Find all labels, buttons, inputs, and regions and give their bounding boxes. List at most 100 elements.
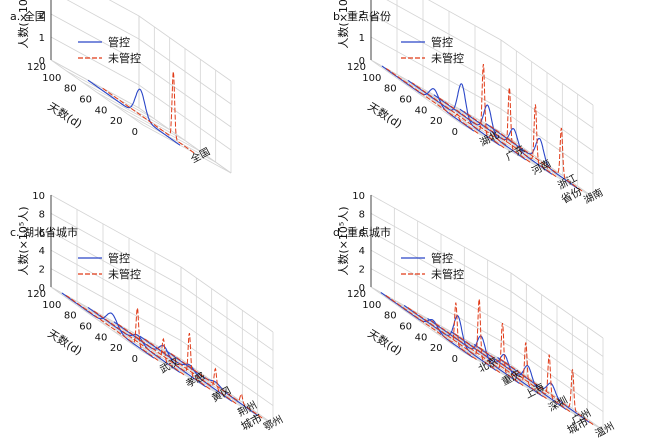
grid-cat-floor <box>50 59 144 126</box>
panel-d <box>370 194 604 431</box>
z-tick-label: 8 <box>39 209 45 220</box>
legend-label-controlled: 管控 <box>108 251 130 265</box>
z-tick-label: 6 <box>359 228 365 239</box>
series-line-uncontrolled <box>143 338 237 405</box>
grid-day-floor <box>142 124 232 174</box>
day-tick-label: 80 <box>384 84 397 95</box>
legend-label-controlled: 管控 <box>431 35 453 49</box>
grid-cat-floor <box>417 312 510 379</box>
grid-cat-floor <box>138 107 232 174</box>
grid-cat-floor <box>422 88 516 155</box>
z-tick-label: 4 <box>359 246 365 257</box>
series-line-uncontrolled <box>65 294 159 361</box>
z-tick-label: 2 <box>39 265 45 276</box>
series-line-uncontrolled <box>384 294 477 360</box>
z-axis-label: 人数(×10⁵人) <box>17 206 30 275</box>
legend-label-uncontrolled: 未管控 <box>108 267 141 281</box>
grid-cat-floor <box>180 358 274 425</box>
series-line-controlled <box>381 65 475 132</box>
grid-cat-floor <box>50 286 144 353</box>
grid-cat-floor <box>448 102 542 169</box>
day-tick-label: 60 <box>399 322 412 333</box>
series-line-uncontrolled <box>91 309 185 376</box>
day-tick-label: 80 <box>64 84 77 95</box>
series-line-uncontrolled <box>463 104 557 177</box>
z-tick-label: 4 <box>39 246 45 257</box>
series-line-uncontrolled <box>385 67 479 134</box>
z-tick-label: 2 <box>359 265 365 276</box>
day-tick-label: 20 <box>110 343 123 354</box>
series-line-uncontrolled <box>411 64 505 149</box>
series-line-controlled <box>87 79 181 146</box>
series-line-uncontrolled <box>430 320 524 386</box>
panel-title-c: c. 湖北省城市 <box>10 225 78 239</box>
series-line-uncontrolled <box>500 359 594 425</box>
day-tick-label: 120 <box>27 289 46 300</box>
grid-cat-floor <box>370 59 464 126</box>
z-tick-label: 2 <box>39 10 45 21</box>
day-tick-label: 0 <box>132 354 138 365</box>
z-tick-label: 1 <box>359 33 365 44</box>
grid-cat-floor <box>440 325 534 392</box>
category-label: 温州 <box>593 420 616 440</box>
series-line-uncontrolled <box>169 352 263 419</box>
panel-title-a: a. 全国 <box>10 9 46 23</box>
day-tick-label: 60 <box>79 322 92 333</box>
grid-z-line <box>50 13 232 128</box>
grid-day-floor <box>50 59 140 109</box>
day-tick-label: 40 <box>415 105 428 116</box>
category-label: 鄂州 <box>262 413 285 433</box>
day-tick-label: 20 <box>110 116 123 127</box>
series-line-uncontrolled <box>489 125 583 192</box>
grid-cat-floor <box>487 351 580 418</box>
day-tick-label: 80 <box>384 311 397 322</box>
legend-label-uncontrolled: 未管控 <box>108 51 141 65</box>
day-tick-label: 80 <box>64 311 77 322</box>
z-tick-label: 0 <box>39 283 45 294</box>
grid-cat-floor <box>154 344 248 410</box>
series-line-uncontrolled <box>454 333 547 399</box>
grid-day-floor <box>81 81 170 131</box>
z-tick-label: 1 <box>39 33 45 44</box>
series-line-uncontrolled <box>437 87 531 163</box>
series-line-uncontrolled <box>117 323 211 390</box>
day-tick-label: 0 <box>452 127 458 138</box>
series-line-uncontrolled <box>407 298 501 373</box>
z-tick-label: 0 <box>39 56 45 67</box>
z-tick-label: 0 <box>359 56 365 67</box>
series-line-controlled <box>473 344 567 410</box>
legend-label-controlled: 管控 <box>108 35 130 49</box>
z-axis-label: 人数(×10⁵人) <box>337 206 350 275</box>
grid-z-line <box>50 36 232 151</box>
day-tick-label: 100 <box>362 73 381 84</box>
grid-cat-floor <box>128 329 222 396</box>
day-tick-label: 120 <box>347 289 366 300</box>
grid-z-line <box>370 268 604 412</box>
series-line-controlled <box>485 123 579 190</box>
day-tick-label: 20 <box>430 343 443 354</box>
grid-day-floor <box>96 319 228 392</box>
grid-z-line <box>370 194 604 339</box>
day-tick-label: 120 <box>347 62 366 73</box>
series-line-uncontrolled <box>101 71 195 154</box>
grid-day-floor <box>127 113 216 163</box>
series-line-controlled <box>113 321 207 388</box>
day-tick-label: 0 <box>452 354 458 365</box>
z-tick-label: 6 <box>39 228 45 239</box>
grid-z-line <box>370 213 604 357</box>
day-tick-label: 40 <box>415 332 428 343</box>
day-tick-label: 20 <box>430 116 443 127</box>
day-tick-label: 60 <box>399 95 412 106</box>
day-tick-label: 0 <box>132 127 138 138</box>
panel-title-d: d. 重点城市 <box>333 225 391 239</box>
z-tick-label: 0 <box>359 283 365 294</box>
day-tick-label: 100 <box>42 73 61 84</box>
grid-cat-floor <box>464 338 557 405</box>
day-tick-label: 60 <box>79 95 92 106</box>
day-tick-label: 40 <box>95 332 108 343</box>
z-axis-label: 人数(×10⁴人) <box>337 0 350 49</box>
day-tick-label: 100 <box>42 300 61 311</box>
z-tick-label: 10 <box>352 191 365 202</box>
series-line-controlled <box>165 350 259 417</box>
